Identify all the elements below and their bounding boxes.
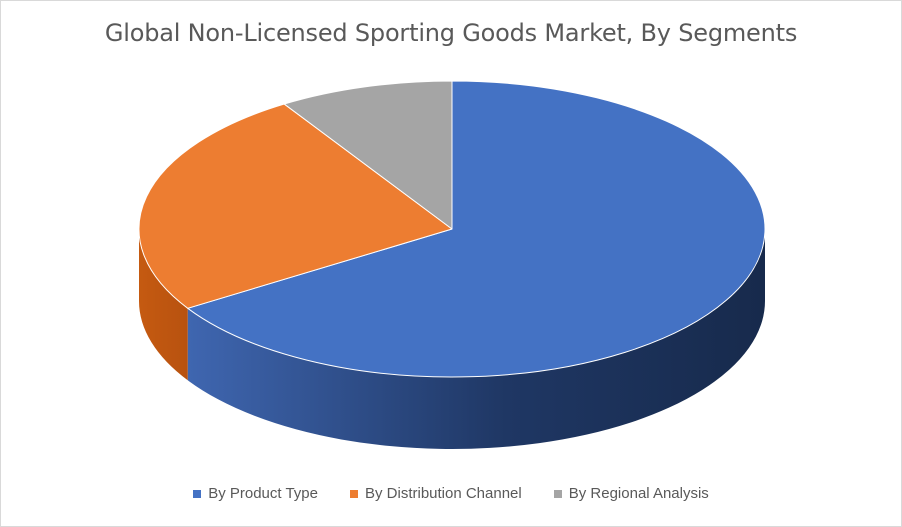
legend-item-regional-analysis: By Regional Analysis xyxy=(553,485,709,502)
legend-swatch-product-type xyxy=(193,489,202,498)
pie-slice-product-type xyxy=(187,80,766,378)
chart-legend: By Product Type By Distribution Channel … xyxy=(1,485,901,502)
legend-swatch-regional-analysis xyxy=(553,489,562,498)
legend-label-distribution-channel: By Distribution Channel xyxy=(364,485,522,502)
legend-label-product-type: By Product Type xyxy=(208,485,318,502)
legend-item-product-type: By Product Type xyxy=(193,485,318,502)
pie-slice-distribution-channel xyxy=(138,103,453,309)
legend-swatch-distribution-channel xyxy=(349,489,358,498)
pie-slice-regional-analysis xyxy=(283,80,453,230)
legend-label-regional-analysis: By Regional Analysis xyxy=(568,485,709,502)
legend-item-distribution-channel: By Distribution Channel xyxy=(349,485,522,502)
pie-side-product-type xyxy=(187,229,766,450)
chart-title: Global Non-Licensed Sporting Goods Marke… xyxy=(104,19,798,47)
pie-side-distribution-channel xyxy=(139,229,188,381)
